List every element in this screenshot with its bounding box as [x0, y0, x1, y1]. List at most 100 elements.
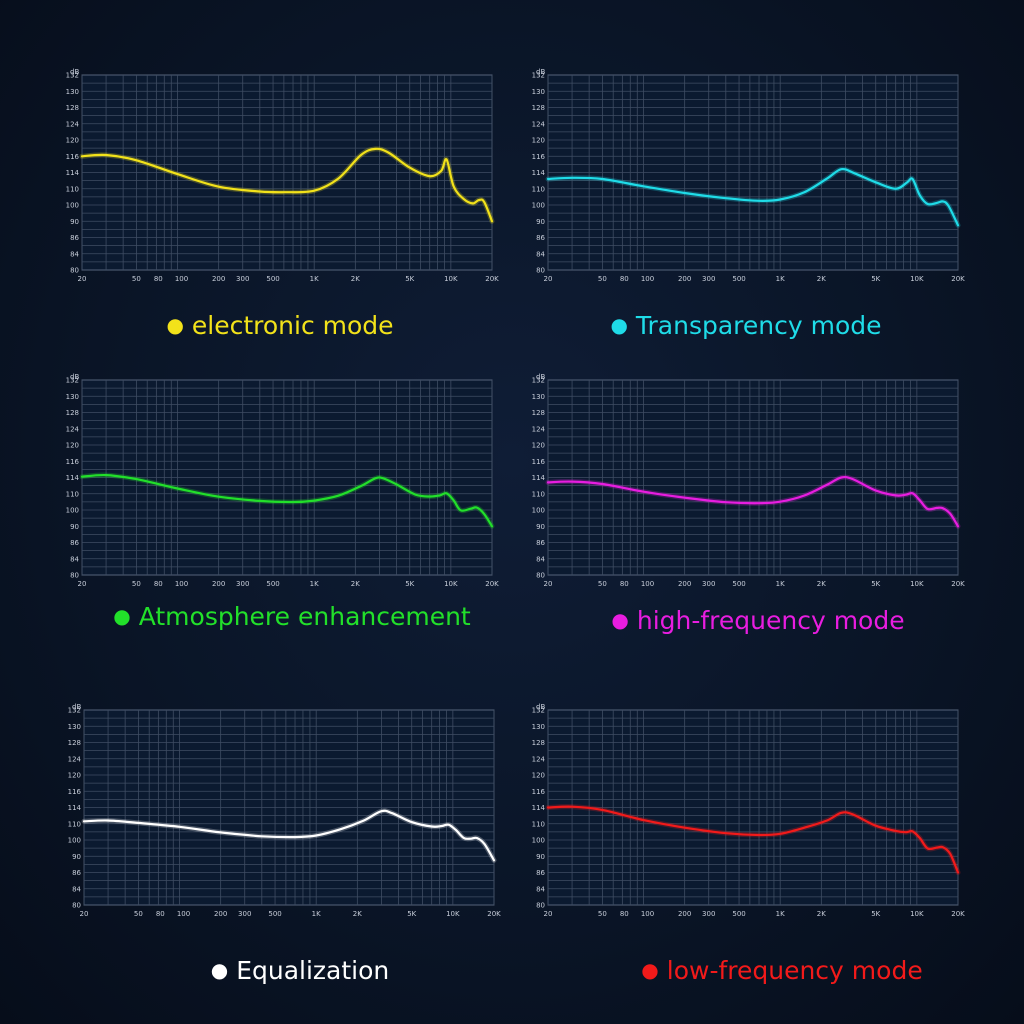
- x-tick-label: 5K: [871, 580, 880, 588]
- y-tick-label: 84: [536, 885, 545, 893]
- chart-equalization: dB 80 84 86 90 100 110 114 116 120 124 128 130 132 20 5…: [62, 700, 502, 930]
- chart-high-frequency-mode: dB 80 84 86 90 100 110 114 116 120 124 128 130 132 20 5…: [526, 370, 966, 600]
- y-tick-label: 128: [68, 739, 81, 747]
- x-tick-label: 20K: [487, 910, 501, 918]
- bullet-dot-icon: ●: [166, 313, 184, 337]
- y-tick-label: 128: [532, 104, 545, 112]
- y-tick-label: 84: [70, 555, 79, 563]
- x-tick-label: 1K: [312, 910, 321, 918]
- chart-electronic-mode-svg: dB 80 84 86 90 100 110 114 116 120 124 128 130 132 20 5…: [66, 68, 500, 283]
- x-tick-label: 300: [236, 275, 249, 283]
- y-tick-label: 90: [536, 853, 545, 861]
- y-tick-label: 114: [532, 474, 546, 482]
- y-tick-label: 110: [66, 490, 79, 498]
- y-tick-label: 110: [532, 185, 545, 193]
- y-tick-label: 116: [532, 788, 546, 796]
- y-tick-label: 114: [532, 804, 546, 812]
- x-tick-label: 500: [266, 275, 279, 283]
- x-tick-label: 80: [156, 910, 165, 918]
- y-tick-label: 120: [66, 442, 79, 450]
- x-tick-label: 5K: [871, 910, 880, 918]
- chart-high-frequency-mode-svg: dB 80 84 86 90 100 110 114 116 120 124 128 130 132 20 5…: [532, 373, 966, 588]
- y-tick-label: 110: [532, 820, 545, 828]
- y-tick-label: 80: [70, 267, 79, 275]
- x-tick-label: 50: [598, 910, 607, 918]
- y-tick-label: 84: [72, 885, 81, 893]
- y-tick-label: 100: [68, 837, 81, 845]
- series-line: [546, 167, 960, 227]
- chart-low-frequency-mode-svg: dB 80 84 86 90 100 110 114 116 120 124 128 130 132 20 5…: [532, 703, 966, 918]
- x-tick-label: 10K: [446, 910, 460, 918]
- x-tick-label: 2K: [351, 580, 360, 588]
- y-tick-label: 86: [536, 869, 545, 877]
- bullet-dot-icon: ●: [113, 604, 131, 628]
- x-tick-label: 200: [212, 275, 225, 283]
- x-tick-label: 5K: [407, 910, 416, 918]
- caption-low-frequency-mode: ● low-frequency mode: [562, 956, 1002, 985]
- y-tick-label: 80: [536, 267, 545, 275]
- y-tick-label: 130: [68, 723, 81, 731]
- y-tick-label: 90: [70, 523, 79, 531]
- x-tick-label: 5K: [405, 580, 414, 588]
- chart-low-frequency-mode: dB 80 84 86 90 100 110 114 116 120 124 128 130 132 20 5…: [526, 700, 966, 930]
- y-tick-label: 124: [66, 120, 80, 128]
- y-tick-label: 120: [532, 137, 545, 145]
- y-tick-label: 116: [66, 153, 80, 161]
- series-line: [546, 805, 960, 874]
- y-tick-label: 124: [68, 755, 82, 763]
- y-unit-label: dB: [536, 68, 545, 76]
- y-tick-label: 132: [66, 377, 79, 385]
- y-tick-label: 128: [532, 409, 545, 417]
- x-tick-label: 100: [641, 275, 654, 283]
- x-tick-label: 200: [214, 910, 227, 918]
- x-tick-label: 500: [732, 580, 745, 588]
- y-tick-label: 100: [532, 837, 545, 845]
- x-tick-label: 300: [702, 580, 715, 588]
- x-tick-label: 300: [702, 275, 715, 283]
- y-tick-label: 132: [532, 72, 545, 80]
- y-tick-label: 80: [70, 572, 79, 580]
- y-tick-label: 124: [66, 425, 80, 433]
- y-tick-label: 114: [68, 804, 82, 812]
- chart-equalization-svg: dB 80 84 86 90 100 110 114 116 120 124 128 130 132 20 5…: [68, 703, 502, 918]
- y-unit-label: dB: [70, 373, 79, 381]
- y-tick-label: 128: [66, 409, 79, 417]
- y-tick-label: 114: [532, 169, 546, 177]
- x-tick-label: 1K: [776, 275, 785, 283]
- x-tick-label: 50: [132, 275, 141, 283]
- caption-equalization: ● Equalization: [80, 956, 520, 985]
- x-tick-label: 50: [598, 275, 607, 283]
- x-tick-label: 500: [266, 580, 279, 588]
- y-tick-label: 120: [532, 442, 545, 450]
- x-tick-label: 10K: [444, 275, 458, 283]
- x-tick-label: 20: [544, 910, 553, 918]
- x-tick-label: 100: [175, 580, 188, 588]
- y-tick-label: 124: [532, 120, 546, 128]
- x-tick-label: 10K: [910, 275, 924, 283]
- x-tick-label: 200: [678, 910, 691, 918]
- caption-electronic-mode: ● electronic mode: [60, 311, 500, 340]
- chart-atmosphere-enhancement-svg: dB 80 84 86 90 100 110 114 116 120 124 128 130 132 20 5…: [66, 373, 500, 588]
- x-tick-label: 500: [732, 910, 745, 918]
- x-tick-label: 50: [132, 580, 141, 588]
- y-tick-label: 128: [66, 104, 79, 112]
- caption-text: Equalization: [236, 956, 390, 985]
- x-tick-label: 2K: [817, 275, 826, 283]
- caption-transparency-mode: ● Transparency mode: [526, 311, 966, 340]
- y-tick-label: 86: [536, 234, 545, 242]
- chart-electronic-mode: dB 80 84 86 90 100 110 114 116 120 124 128 130 132 20 5…: [60, 65, 500, 295]
- y-tick-label: 124: [532, 755, 546, 763]
- y-tick-label: 110: [68, 820, 81, 828]
- x-tick-label: 2K: [351, 275, 360, 283]
- y-tick-label: 132: [532, 377, 545, 385]
- y-tick-label: 90: [536, 523, 545, 531]
- y-tick-label: 80: [536, 902, 545, 910]
- y-tick-label: 90: [536, 218, 545, 226]
- y-tick-label: 100: [532, 507, 545, 515]
- y-tick-label: 100: [66, 202, 79, 210]
- x-tick-label: 50: [598, 580, 607, 588]
- x-tick-label: 200: [678, 580, 691, 588]
- series-line: [546, 475, 960, 528]
- x-tick-label: 20K: [951, 580, 965, 588]
- y-tick-label: 84: [536, 555, 545, 563]
